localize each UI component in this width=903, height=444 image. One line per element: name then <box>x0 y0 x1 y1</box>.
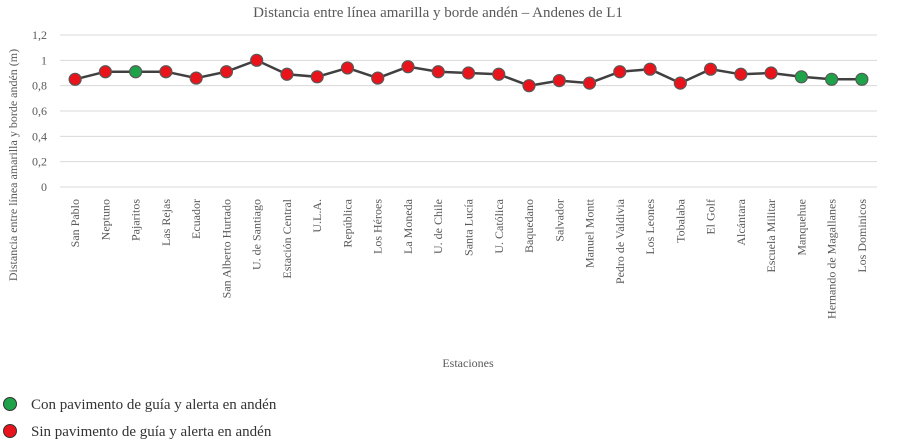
legend-label-red: Sin pavimento de guía y alerta en andén <box>31 424 272 440</box>
x-tick-label: Pajaritos <box>129 199 143 241</box>
data-point <box>219 65 234 79</box>
x-tick-label: U. de Santiago <box>250 199 264 270</box>
data-point <box>280 67 294 81</box>
y-tick-label: 0,8 <box>32 79 47 93</box>
y-axis-ticks: 0 0,2 0,4 0,6 0,8 1 1,2 <box>32 28 47 194</box>
x-tick-label: República <box>340 198 354 247</box>
x-tick-label: Baquedano <box>522 199 536 253</box>
data-point <box>310 70 324 84</box>
data-point <box>461 66 476 80</box>
data-point <box>643 62 657 76</box>
x-axis-ticks: San Pablo Neptuno Pajaritos Las Rejas Ecuado… <box>68 198 869 319</box>
x-tick-label: San Pablo <box>68 199 82 247</box>
data-point <box>401 60 415 74</box>
legend-label-green: Con pavimento de guía y alerta en andén <box>31 397 277 413</box>
data-point <box>159 65 173 79</box>
data-point <box>673 76 687 90</box>
data-point <box>522 79 536 93</box>
x-tick-label: U.L.A. <box>310 199 324 233</box>
y-tick-label: 1 <box>41 53 47 67</box>
data-point <box>371 71 385 85</box>
data-point <box>552 73 566 88</box>
x-tick-label: Tobalaba <box>673 198 687 242</box>
chart-title: Distancia entre línea amarilla y borde a… <box>253 5 623 21</box>
legend-swatch-red <box>3 424 17 438</box>
data-point <box>794 70 808 84</box>
x-tick-label: Neptuno <box>98 199 112 240</box>
x-tick-label: U. de Chile <box>431 199 445 254</box>
y-tick-label: 0,6 <box>32 104 47 118</box>
x-tick-label: La Moneda <box>401 198 415 254</box>
x-tick-label: San Alberto Hurtado <box>219 199 233 298</box>
x-tick-label: Los Dominicos <box>855 199 869 273</box>
x-tick-label: U. Católica <box>492 198 506 253</box>
data-point <box>582 76 597 90</box>
y-tick-label: 0,4 <box>32 129 47 143</box>
data-point <box>825 72 839 86</box>
data-points <box>68 53 869 93</box>
x-tick-label: Las Rejas <box>159 199 173 246</box>
x-tick-label: Escuela Militar <box>764 199 778 273</box>
x-tick-label: Alcántara <box>734 198 748 245</box>
x-tick-label: Pedro de Valdivia <box>613 198 627 284</box>
data-point <box>189 71 203 85</box>
y-tick-label: 0,2 <box>32 155 47 169</box>
data-point <box>98 65 112 79</box>
data-point <box>250 53 264 67</box>
y-axis-title: Distancia entre línea amarilla y borde a… <box>6 49 20 281</box>
x-tick-label: Estación Central <box>280 198 294 278</box>
x-tick-label: Hernando de Magallanes <box>825 199 839 319</box>
x-tick-label: Salvador <box>552 199 566 242</box>
data-point <box>855 72 869 86</box>
data-point <box>764 66 778 80</box>
data-point <box>68 72 82 86</box>
x-tick-label: Los Héroes <box>371 199 385 254</box>
data-point <box>129 65 143 79</box>
data-point <box>734 67 748 81</box>
x-tick-label: Ecuador <box>189 199 203 239</box>
x-tick-label: Manquehue <box>794 199 808 256</box>
y-tick-label: 0 <box>41 180 47 194</box>
legend: Con pavimento de guía y alerta en andén … <box>3 397 277 440</box>
x-tick-label: Los Leones <box>643 199 657 255</box>
y-tick-label: 1,2 <box>32 28 47 42</box>
data-point <box>431 65 445 79</box>
gridlines <box>60 34 877 188</box>
x-axis-title: Estaciones <box>442 356 494 370</box>
data-point <box>613 65 627 79</box>
data-point <box>492 67 506 81</box>
x-tick-label: El Golf <box>704 199 718 235</box>
legend-swatch-green <box>3 397 17 411</box>
data-point <box>340 61 355 75</box>
x-tick-label: Santa Lucía <box>462 198 476 256</box>
data-point <box>703 62 718 76</box>
x-tick-label: Manuel Montt <box>583 198 597 268</box>
